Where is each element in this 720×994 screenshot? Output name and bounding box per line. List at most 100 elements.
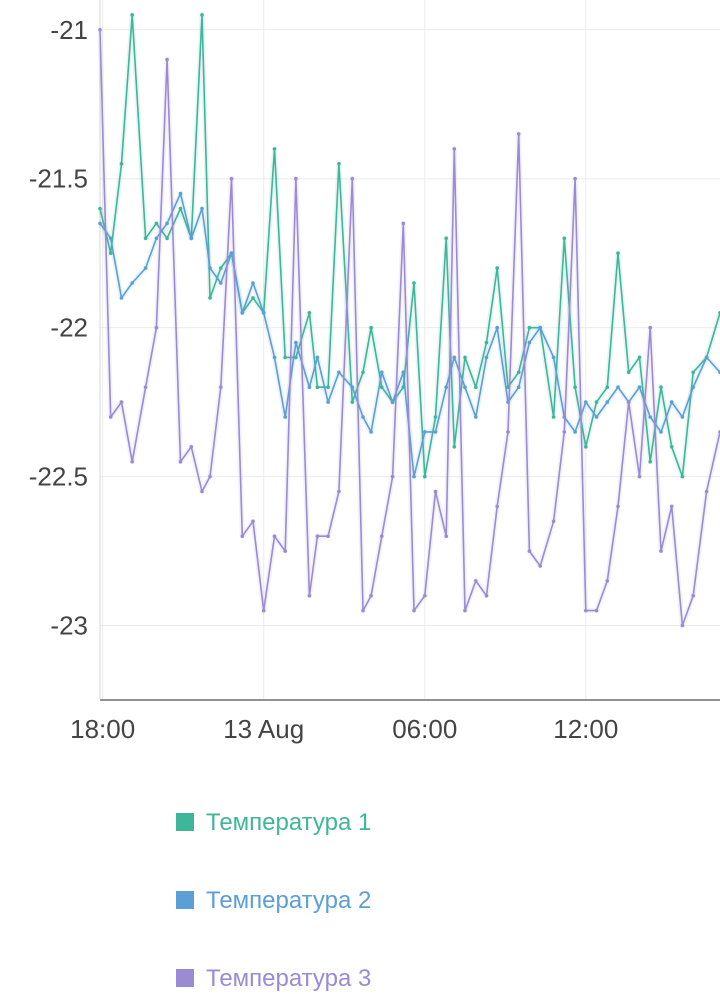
data-point <box>200 206 204 211</box>
data-point <box>648 459 652 464</box>
data-point <box>680 623 685 628</box>
data-point <box>669 400 674 404</box>
data-point <box>261 311 266 315</box>
data-point <box>361 370 365 375</box>
data-point <box>669 445 674 449</box>
data-point <box>594 608 599 613</box>
data-point <box>594 415 599 419</box>
y-tick-labels: -21 -21.5 -22 -22.5 -23 <box>29 15 88 641</box>
data-point <box>573 176 577 181</box>
y-tick-label: -22.5 <box>29 462 88 492</box>
data-point <box>178 459 183 464</box>
data-point <box>616 504 620 509</box>
data-point <box>626 370 631 375</box>
data-point <box>433 415 438 419</box>
data-point <box>119 296 124 300</box>
data-point <box>412 281 416 285</box>
x-tick-label: 06:00 <box>392 714 457 744</box>
y-tick-label: -23 <box>50 611 88 641</box>
x-tick-label: 13 Aug <box>223 714 304 744</box>
data-point <box>444 385 449 390</box>
data-point <box>680 474 685 479</box>
data-point <box>229 251 234 255</box>
data-point <box>189 236 194 241</box>
data-point <box>143 236 148 241</box>
data-point <box>98 28 102 32</box>
legend-swatch <box>176 969 194 987</box>
data-point <box>251 281 255 285</box>
data-point <box>219 266 223 270</box>
data-point <box>659 430 663 434</box>
legend-item[interactable]: Температура 3 <box>176 965 371 992</box>
data-point <box>659 549 663 553</box>
data-point <box>189 445 194 449</box>
data-point <box>200 489 204 494</box>
data-point <box>315 385 320 390</box>
data-point <box>484 593 489 598</box>
data-point <box>444 534 449 538</box>
data-point <box>154 236 159 241</box>
data-point <box>361 608 365 613</box>
data-point <box>326 400 330 404</box>
series-line <box>99 29 720 627</box>
data-point <box>326 534 330 538</box>
data-point <box>178 206 183 211</box>
data-point <box>605 385 610 390</box>
data-point <box>562 430 567 434</box>
data-point <box>294 340 298 345</box>
data-point <box>130 281 134 285</box>
data-point <box>463 385 467 390</box>
data-point <box>495 325 500 330</box>
data-point <box>573 385 577 390</box>
data-point <box>691 370 695 375</box>
data-point <box>527 325 532 330</box>
data-point <box>337 370 341 375</box>
data-point <box>516 370 521 375</box>
legend-swatch <box>176 813 194 831</box>
data-point <box>98 221 102 226</box>
data-point <box>452 355 457 360</box>
data-point <box>380 385 384 390</box>
data-point <box>637 385 642 390</box>
data-point <box>219 281 223 285</box>
y-tick-label: -22 <box>50 313 88 343</box>
x-tick-label: 12:00 <box>553 714 618 744</box>
data-point <box>484 340 489 345</box>
data-point <box>361 415 365 419</box>
series-line <box>99 14 720 478</box>
data-point <box>401 370 406 375</box>
data-point <box>691 385 695 390</box>
data-point <box>307 385 312 390</box>
axes <box>99 0 720 701</box>
data-point <box>108 251 113 255</box>
data-point <box>669 504 674 509</box>
data-point <box>315 534 320 538</box>
data-point <box>165 236 169 241</box>
data-point <box>307 593 312 598</box>
data-point <box>474 415 478 419</box>
data-point <box>616 251 620 255</box>
data-point <box>516 385 521 390</box>
data-point <box>283 549 288 553</box>
data-point <box>390 400 395 404</box>
data-point <box>538 325 542 330</box>
data-point <box>538 564 542 568</box>
data-point <box>326 385 330 390</box>
legend-item[interactable]: Температура 2 <box>176 887 371 914</box>
legend-item[interactable]: Температура 1 <box>176 809 371 836</box>
data-point <box>659 385 663 390</box>
data-point <box>283 355 288 360</box>
legend-label: Температура 1 <box>206 809 371 836</box>
data-point <box>584 608 588 613</box>
y-tick-label: -21.5 <box>29 164 88 194</box>
data-point <box>484 355 489 360</box>
data-point <box>594 400 599 404</box>
data-point <box>219 385 223 390</box>
data-point <box>474 385 478 390</box>
data-point <box>240 534 245 538</box>
data-point <box>208 266 212 270</box>
data-point <box>272 534 277 538</box>
data-point <box>691 593 695 598</box>
data-point <box>315 355 320 360</box>
data-point <box>143 266 148 270</box>
